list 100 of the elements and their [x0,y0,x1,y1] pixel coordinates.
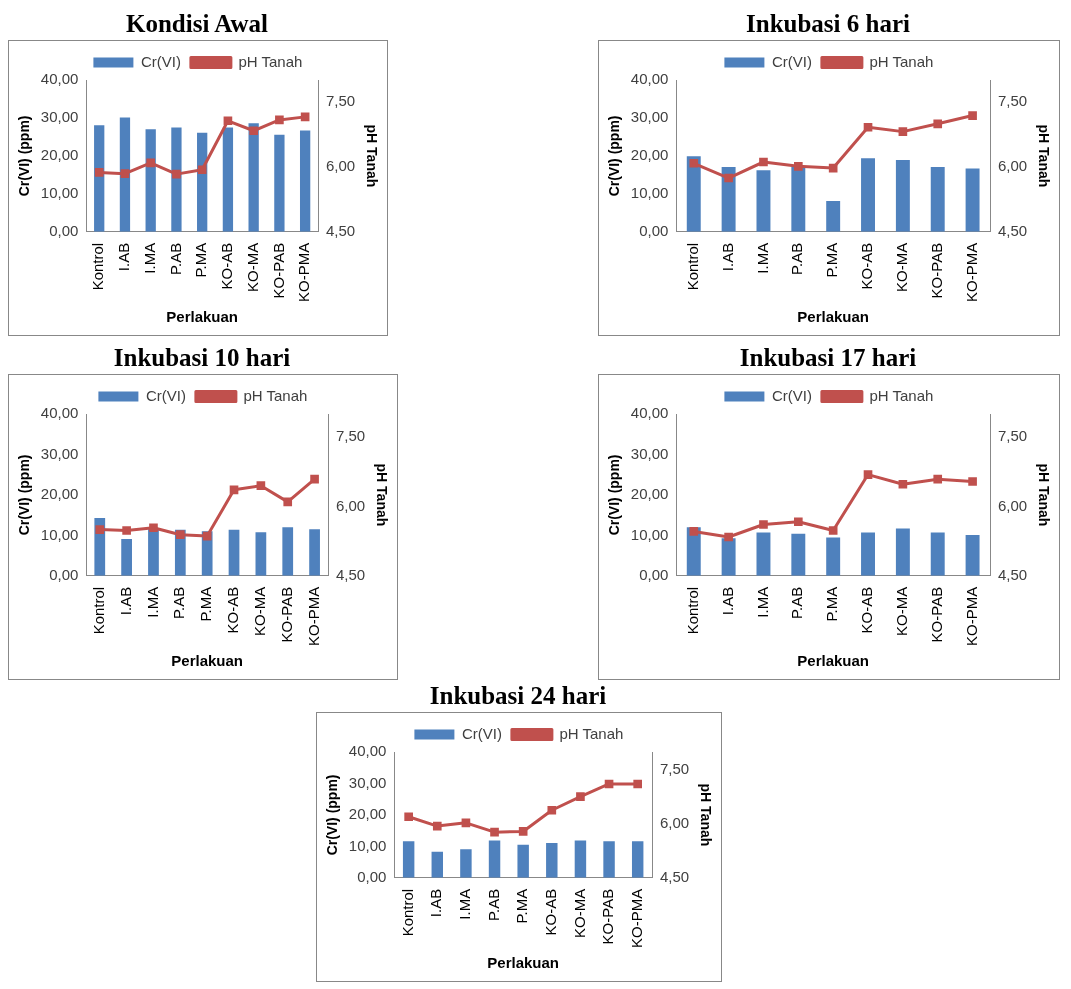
y-tick-label: 20,00 [40,485,79,503]
point [432,821,442,831]
x-tick-label: KO-MA [251,586,269,636]
legend-label: pH Tanah [243,386,308,404]
y-tick-label: 0,00 [639,565,669,583]
point [828,163,838,173]
y-tick-label: 20,00 [348,805,387,823]
bar [756,170,771,232]
y-tick-label: 40,00 [630,404,669,422]
y-tick-label: 30,00 [630,444,669,462]
legend-label: pH Tanah [869,386,934,404]
x-tick-label: I.AB [115,242,133,272]
y2-tick-label: 7,50 [326,91,356,109]
x-tick-label: P.MA [197,586,215,622]
x-tick-label: P.MA [823,586,841,622]
bar [148,528,159,576]
y-axis-title: Cr(VI) (ppm) [16,115,33,197]
bar [94,125,105,232]
x-tick-label: KO-AB [224,586,242,634]
y2-axis-title: pH Tanah [373,463,390,527]
bar [791,533,806,576]
x-tick-label: P.AB [484,888,502,922]
legend-label: Cr(VI) [145,386,186,404]
y2-tick-label: 4,50 [336,565,366,583]
x-tick-label: KO-PAB [927,242,945,299]
point [518,827,528,836]
y-axis-title: Cr(VI) (ppm) [16,454,33,536]
bar [274,134,285,232]
bar [603,841,615,878]
y-tick-label: 0,00 [49,221,79,239]
y-tick-label: 30,00 [348,773,387,791]
bar [517,844,529,878]
x-tick-label: KO-PAB [927,586,945,643]
bar [826,201,841,232]
point [404,812,413,822]
y-tick-label: 10,00 [630,184,669,202]
bar [686,156,701,232]
x-tick-label: Kontrol [89,242,107,291]
x-tick-label: P.AB [170,586,188,620]
x-tick-label: Kontrol [683,586,701,635]
y-axis-title: Cr(VI) (ppm) [606,115,623,197]
x-tick-label: KO-MA [893,586,911,636]
y-tick-label: 10,00 [348,836,387,854]
x-tick-label: KO-PMA [295,242,313,303]
x-tick-label: KO-PAB [599,888,617,945]
bar [546,842,558,878]
point [793,162,803,171]
chart-title: Inkubasi 24 hari [428,681,608,711]
x-tick-label: KO-PMA [304,586,322,647]
chart-title: Inkubasi 10 hari [112,343,292,373]
x-tick-label: KO-MA [243,242,261,292]
point [604,779,614,789]
bar [121,539,132,576]
point [547,805,557,815]
point [898,479,908,489]
legend-label: pH Tanah [238,52,303,70]
y-tick-label: 0,00 [49,565,79,583]
y2-tick-label: 4,50 [998,221,1028,239]
y-tick-label: 40,00 [348,742,387,760]
x-tick-label: I.AB [718,242,736,272]
x-tick-label: P.MA [823,242,841,278]
x-tick-label: KO-MA [570,888,588,938]
x-tick-label: KO-PMA [962,586,980,647]
bar [930,166,945,232]
point [689,158,699,168]
legend-label: pH Tanah [869,52,934,70]
bar [930,532,945,576]
bar [895,528,910,576]
point [863,470,873,479]
point [759,157,768,167]
point [95,525,105,534]
y2-axis-title: pH Tanah [1035,124,1052,188]
x-tick-label: P.AB [788,586,806,620]
chart-title: Inkubasi 6 hari [745,9,911,39]
point [461,818,471,828]
point [933,474,943,484]
bar [826,537,841,576]
x-tick-label: I.AB [718,586,736,616]
x-tick-label: KO-PMA [962,242,980,303]
y-tick-label: 10,00 [40,525,79,543]
y-tick-label: 30,00 [40,108,79,126]
x-tick-label: I.MA [456,888,474,920]
point [172,169,181,179]
y2-axis-title: pH Tanah [363,124,380,188]
bar [282,527,294,576]
bar [861,532,875,576]
point [933,119,943,129]
point [793,517,803,527]
x-tick-label: KO-PMA [627,888,645,949]
point [229,485,239,495]
point [968,477,977,486]
y-tick-label: 20,00 [40,146,79,164]
y2-tick-label: 7,50 [336,427,366,445]
legend-label: Cr(VI) [461,724,502,742]
point [300,112,310,122]
x-axis-title: Perlakuan [171,652,244,670]
point [197,165,207,175]
bar [965,534,980,576]
bar [791,166,806,232]
chart-title: Kondisi Awal [125,9,269,39]
